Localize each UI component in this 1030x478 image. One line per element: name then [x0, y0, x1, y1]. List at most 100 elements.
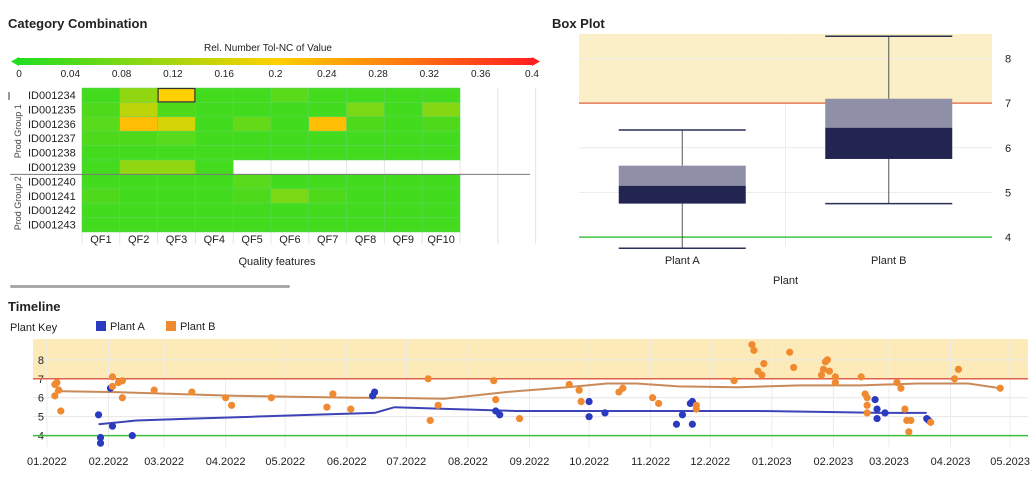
heatmap-cell — [232, 87, 272, 103]
row-label: ID001237 — [28, 133, 76, 145]
data-point — [893, 378, 901, 387]
horizontal-scrollbar-thumb — [10, 285, 290, 288]
heatmap-cell — [157, 188, 196, 204]
data-point — [881, 409, 889, 417]
column-label: QF7 — [317, 234, 338, 246]
data-point — [927, 418, 935, 426]
data-point — [426, 416, 434, 425]
heatmap-cell — [232, 174, 272, 190]
heatmap-cell — [346, 116, 385, 132]
heatmap-cell — [421, 102, 461, 118]
legend-swatch — [166, 321, 176, 331]
data-point — [649, 394, 657, 402]
heatmap-cell — [384, 217, 423, 233]
row-label: ID001240 — [28, 176, 76, 188]
data-point — [873, 405, 881, 413]
heatmap-cell — [195, 174, 234, 190]
data-point — [370, 388, 379, 396]
group-label: Prod Group 2 — [13, 176, 23, 230]
data-point — [825, 367, 833, 375]
heatmap-cell — [384, 87, 423, 103]
data-point — [871, 396, 879, 404]
legend-label: Plant A — [110, 321, 146, 333]
boxplot-title: Box Plot — [552, 16, 605, 31]
legend-title: Plant Key — [10, 322, 58, 334]
data-point — [108, 422, 117, 430]
x-tick-label: 01.2022 — [27, 456, 67, 468]
heatmap-cell — [421, 116, 461, 132]
data-point — [51, 392, 59, 400]
data-point — [188, 388, 196, 396]
x-tick-label: 03.2022 — [144, 456, 184, 468]
data-point — [863, 394, 871, 402]
heatmap-cell — [81, 202, 121, 218]
data-point — [672, 420, 681, 428]
heatmap-cell — [157, 217, 196, 233]
heatmap-cell — [384, 202, 423, 218]
heatmap-cell — [157, 174, 196, 190]
column-label: QF10 — [427, 234, 455, 246]
x-tick-label: 07.2022 — [386, 456, 426, 468]
heatmap-cell — [308, 116, 347, 132]
heatmap-cell — [384, 188, 423, 204]
heatmap-cell — [421, 217, 461, 233]
heatmap-cell — [119, 130, 158, 146]
heatmap-cell — [308, 102, 347, 118]
heatmap-cell — [232, 145, 272, 161]
data-point — [347, 405, 355, 413]
heatmap-cell — [421, 202, 461, 218]
data-point — [565, 380, 573, 389]
heatmap-svg: Rel. Number Tol-NC of Value 0 0.04 0.08 0.12… — [8, 43, 540, 288]
legend-label: Plant B — [180, 321, 215, 333]
heatmap-cell — [195, 145, 234, 161]
data-point — [424, 375, 432, 383]
colorbar-tick-label: 0.4 — [525, 69, 539, 80]
heatmap-cell — [308, 130, 347, 146]
data-point — [577, 397, 585, 406]
data-point — [748, 341, 756, 349]
heatmap-cell — [346, 202, 385, 218]
heatmap-cell — [232, 130, 272, 146]
data-point — [434, 401, 442, 409]
y-tick-label: 7 — [38, 374, 44, 386]
heatmap-xlabel: Quality features — [238, 256, 316, 268]
data-point — [907, 416, 915, 425]
data-point — [619, 384, 627, 392]
heatmap-cell — [157, 159, 196, 175]
x-tick-label: 01.2023 — [752, 456, 792, 468]
heatmap-cell — [119, 102, 158, 118]
column-label: QF3 — [166, 234, 187, 246]
data-point — [730, 377, 738, 385]
heatmap-cell — [421, 188, 461, 204]
column-label: QF8 — [355, 234, 376, 246]
data-point — [996, 384, 1004, 392]
heatmap-cell — [384, 130, 423, 146]
heatmap-cell — [195, 202, 234, 218]
data-point — [873, 414, 881, 423]
x-tick-label: 02.2022 — [89, 456, 129, 468]
data-point — [108, 382, 117, 390]
heatmap-cell — [232, 217, 272, 233]
x-tick-label: Plant A — [665, 255, 701, 267]
y-tick-label: 8 — [1005, 54, 1011, 66]
timeline-panel: Timeline Plant Key Plant A Plant B 4 5 6 7 8 01.… — [0, 294, 1030, 478]
heatmap-panel: Category Combination Rel. Number Tol-NC … — [0, 0, 545, 292]
heatmap-cell — [81, 217, 121, 233]
x-tick-label: 02.2023 — [813, 456, 853, 468]
data-point — [150, 386, 158, 394]
trend-line — [54, 382, 1001, 400]
heatmap-cell — [157, 87, 196, 103]
heatmap-title: Category Combination — [8, 16, 148, 31]
heatmap-cell — [421, 174, 461, 190]
data-point — [678, 411, 687, 419]
heatmap-cell — [308, 145, 347, 161]
heatmap-cell — [81, 174, 121, 190]
heatmap-highlight-cell — [157, 87, 196, 103]
x-tick-label: 09.2022 — [510, 456, 550, 468]
trend-line — [98, 406, 927, 426]
data-point — [329, 390, 337, 398]
row-label: ID001238 — [28, 148, 76, 160]
data-point — [108, 373, 117, 381]
heatmap-cell — [119, 87, 158, 103]
heatmap-cell — [119, 217, 158, 233]
